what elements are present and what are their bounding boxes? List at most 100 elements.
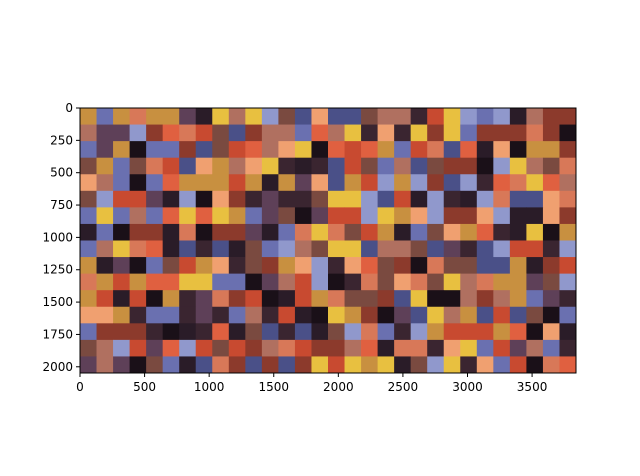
mosaic-tile [311,190,329,208]
mosaic-tile [195,124,213,142]
mosaic-tile [113,157,130,175]
mosaic-tile [113,141,130,159]
mosaic-tile [493,273,511,291]
mosaic-tile [443,257,461,275]
mosaic-tile [228,223,246,241]
mosaic-tile [294,108,312,125]
mosaic-tile [526,323,544,341]
mosaic-tile [278,190,296,208]
mosaic-tile [146,356,164,374]
mosaic-tile [542,174,560,192]
mosaic-tile [129,356,147,374]
mosaic-tile [278,306,296,324]
mosaic-tile [129,257,147,275]
mosaic-tile [427,141,445,159]
mosaic-tile [228,323,246,341]
mosaic-tile [361,207,378,225]
mosaic-tile [344,356,362,374]
mosaic-tile [113,190,130,208]
mosaic-tile [311,290,329,308]
mosaic-tile [476,124,494,142]
mosaic-tile [113,240,130,258]
mosaic-tile [80,124,97,142]
mosaic-tile [129,290,147,308]
mosaic-tile [294,124,312,142]
mosaic-tile [344,207,362,225]
mosaic-tile [410,174,428,192]
mosaic-tile [212,141,230,159]
mosaic-tile [394,157,412,175]
mosaic-tile [245,141,263,159]
mosaic-tile [443,108,461,125]
mosaic-tile [410,290,428,308]
mosaic-tile [129,273,147,291]
mosaic-tile [509,323,527,341]
mosaic-tile [328,323,345,341]
mosaic-tile [542,257,560,275]
mosaic-tile [493,356,511,374]
mosaic-tile [80,306,97,324]
mosaic-tile [443,124,461,142]
mosaic-tile [96,157,114,175]
mosaic-tile [394,323,412,341]
mosaic-tile [195,290,213,308]
mosaic-tile [113,124,130,142]
mosaic-tile [361,240,378,258]
mosaic-tile [377,174,395,192]
mosaic-tile [542,141,560,159]
mosaic-tile [311,108,329,125]
mosaic-tile [195,306,213,324]
mosaic-tile [228,273,246,291]
x-tick-label: 1000 [194,380,225,394]
mosaic-tile [278,108,296,125]
mosaic-tile [460,290,478,308]
mosaic-tile [410,124,428,142]
mosaic-tile [526,306,544,324]
mosaic-tile [245,223,263,241]
mosaic-tile [344,157,362,175]
mosaic-tile [261,141,279,159]
mosaic-tile [427,223,445,241]
mosaic-tile [460,339,478,357]
mosaic-tile [278,124,296,142]
mosaic-tile [460,356,478,374]
mosaic-tile [261,323,279,341]
mosaic-tile [179,174,197,192]
mosaic-tile [377,207,395,225]
mosaic-tile [509,207,527,225]
mosaic-tile [294,257,312,275]
mosaic-tile [493,257,511,275]
mosaic-tile [377,108,395,125]
mosaic-tile [245,108,263,125]
mosaic-tile [96,223,114,241]
mosaic-tile [460,190,478,208]
mosaic-tile [261,174,279,192]
mosaic-tile [294,141,312,159]
mosaic-tile [460,306,478,324]
mosaic-tile [394,273,412,291]
mosaic-tile [460,108,478,125]
mosaic-tile [129,190,147,208]
mosaic-tile [427,323,445,341]
mosaic-tile [526,124,544,142]
mosaic-tile [443,157,461,175]
mosaic-tile [344,290,362,308]
mosaic-tile [361,190,378,208]
mosaic-tile [559,223,577,241]
mosaic-tile [493,157,511,175]
mosaic-tile [311,141,329,159]
mosaic-tile [195,356,213,374]
mosaic-tile [509,190,527,208]
mosaic-tile [460,207,478,225]
mosaic-tile [261,157,279,175]
mosaic-tile [344,323,362,341]
mosaic-tile [427,339,445,357]
mosaic-tile [460,174,478,192]
mosaic-tile [476,207,494,225]
mosaic-tile [146,339,164,357]
mosaic-tile [294,174,312,192]
mosaic-tile [113,207,130,225]
mosaic-tile [96,339,114,357]
mosaic-tile [476,356,494,374]
mosaic-tile [493,190,511,208]
